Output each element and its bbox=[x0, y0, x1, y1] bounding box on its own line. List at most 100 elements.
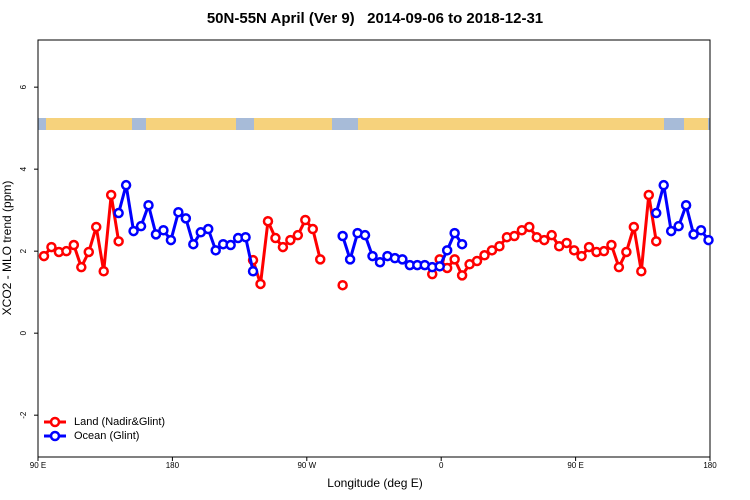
data-point bbox=[568, 245, 580, 256]
y-tick-label: 0 bbox=[19, 330, 28, 335]
data-point bbox=[695, 225, 707, 236]
x-axis-label: Longitude (deg E) bbox=[327, 476, 422, 490]
data-point bbox=[479, 250, 490, 261]
x-tick-label: 180 bbox=[166, 461, 180, 470]
data-point bbox=[143, 199, 154, 211]
data-point bbox=[621, 246, 632, 258]
data-point bbox=[262, 215, 274, 227]
data-point bbox=[90, 221, 102, 233]
data-point bbox=[613, 261, 625, 273]
data-point bbox=[83, 246, 95, 258]
data-point bbox=[135, 220, 147, 232]
data-point bbox=[307, 223, 319, 235]
data-point bbox=[471, 255, 483, 267]
data-point bbox=[665, 225, 677, 237]
data-point bbox=[68, 239, 80, 251]
data-point bbox=[449, 254, 460, 265]
data-point bbox=[225, 239, 236, 251]
legend-marker bbox=[49, 430, 61, 442]
data-point bbox=[277, 241, 289, 253]
data-point bbox=[113, 207, 124, 219]
data-point bbox=[441, 245, 453, 256]
data-point bbox=[120, 179, 132, 191]
y-tick-label: 6 bbox=[19, 84, 28, 89]
data-point bbox=[680, 199, 692, 211]
data-point bbox=[113, 236, 124, 247]
data-point bbox=[210, 245, 221, 256]
strip-land bbox=[684, 118, 708, 130]
strip-land bbox=[358, 118, 664, 130]
strip-land bbox=[146, 118, 236, 130]
data-point bbox=[292, 229, 304, 241]
data-point bbox=[165, 234, 177, 246]
data-point bbox=[434, 261, 445, 272]
data-point bbox=[247, 266, 259, 277]
data-point bbox=[650, 207, 662, 219]
data-point bbox=[105, 189, 117, 201]
data-point bbox=[314, 254, 326, 265]
data-point bbox=[202, 223, 214, 235]
plot-frame bbox=[37, 39, 711, 458]
data-point bbox=[561, 237, 572, 249]
data-point bbox=[150, 229, 162, 240]
chart-title: 50N-55N April (Ver 9) 2014-09-06 to 2018… bbox=[207, 10, 543, 27]
data-point bbox=[673, 220, 684, 232]
data-point bbox=[76, 261, 87, 273]
data-point bbox=[397, 254, 408, 265]
data-point bbox=[374, 256, 386, 268]
data-point bbox=[643, 189, 655, 201]
data-point bbox=[486, 245, 498, 256]
x-tick-label: 90 W bbox=[297, 461, 316, 470]
land-ocean-strip bbox=[38, 118, 710, 130]
data-point bbox=[583, 241, 595, 253]
data-point bbox=[576, 250, 587, 262]
data-point bbox=[344, 254, 356, 265]
y-tick-label: 4 bbox=[19, 166, 28, 171]
data-point bbox=[128, 225, 139, 237]
y-tick-label: -2 bbox=[19, 411, 28, 419]
data-point bbox=[598, 245, 610, 257]
data-point bbox=[158, 225, 169, 236]
data-point bbox=[61, 245, 72, 257]
data-point bbox=[456, 270, 468, 281]
data-point bbox=[688, 229, 699, 240]
data-point bbox=[98, 266, 109, 277]
data-point bbox=[337, 230, 348, 242]
strip-land bbox=[46, 118, 132, 130]
y-tick-label: 2 bbox=[19, 248, 28, 253]
legend-label: Ocean (Glint) bbox=[74, 430, 139, 442]
x-tick-label: 180 bbox=[703, 461, 717, 470]
data-point bbox=[359, 229, 371, 241]
x-tick-label: 0 bbox=[439, 461, 444, 470]
data-point bbox=[628, 221, 640, 233]
data-point bbox=[606, 239, 617, 251]
data-point bbox=[46, 241, 57, 253]
data-point bbox=[173, 206, 184, 218]
y-axis-label: XCO2 - MLO trend (ppm) bbox=[0, 181, 14, 316]
data-point bbox=[509, 230, 520, 242]
data-point bbox=[449, 227, 460, 239]
legend-marker bbox=[49, 416, 61, 428]
data-point bbox=[300, 214, 311, 226]
data-point bbox=[285, 234, 296, 246]
data-point bbox=[240, 231, 251, 243]
data-point bbox=[38, 250, 50, 262]
data-point bbox=[270, 232, 281, 244]
data-point bbox=[650, 236, 662, 247]
x-tick-label: 90 E bbox=[30, 461, 46, 470]
data-point bbox=[188, 238, 199, 250]
data-point bbox=[538, 234, 550, 246]
data-point bbox=[367, 250, 378, 262]
data-point bbox=[255, 278, 266, 290]
data-point bbox=[524, 221, 535, 233]
legend-label: Land (Nadir&Glint) bbox=[74, 416, 165, 428]
strip-land bbox=[254, 118, 332, 130]
data-point bbox=[494, 240, 505, 252]
data-point bbox=[337, 279, 348, 291]
data-point bbox=[658, 179, 669, 191]
data-point bbox=[636, 266, 647, 277]
data-point bbox=[180, 213, 192, 224]
data-point bbox=[546, 229, 557, 241]
x-tick-label: 90 E bbox=[567, 461, 583, 470]
